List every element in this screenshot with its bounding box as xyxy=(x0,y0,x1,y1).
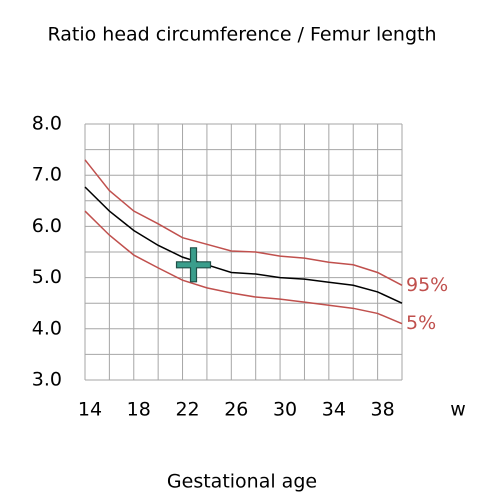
x-tick-label: 18 xyxy=(127,399,151,421)
x-tick-label: 22 xyxy=(175,399,199,421)
series-line xyxy=(84,186,403,304)
x-tick-label: 26 xyxy=(224,399,248,421)
x-tick-label: 14 xyxy=(78,399,102,421)
x-axis-label: Gestational age xyxy=(167,471,317,493)
y-tick-label: 6.0 xyxy=(32,215,62,237)
x-tick-label: 34 xyxy=(322,399,346,421)
series-line xyxy=(84,159,403,286)
series-line xyxy=(84,210,403,325)
measurement-marker xyxy=(175,247,212,283)
y-tick-label: 3.0 xyxy=(32,369,62,391)
series-label: 5% xyxy=(406,312,436,334)
chart-title: Ratio head circumference / Femur length xyxy=(47,24,436,46)
x-unit: w xyxy=(450,399,466,421)
y-tick-label: 5.0 xyxy=(32,266,62,288)
y-tick-label: 8.0 xyxy=(32,113,62,135)
x-tick-label: 38 xyxy=(371,399,395,421)
x-tick-label: 30 xyxy=(273,399,297,421)
y-tick-label: 4.0 xyxy=(32,317,62,339)
series-label: 95% xyxy=(406,274,448,296)
y-tick-label: 7.0 xyxy=(32,164,62,186)
